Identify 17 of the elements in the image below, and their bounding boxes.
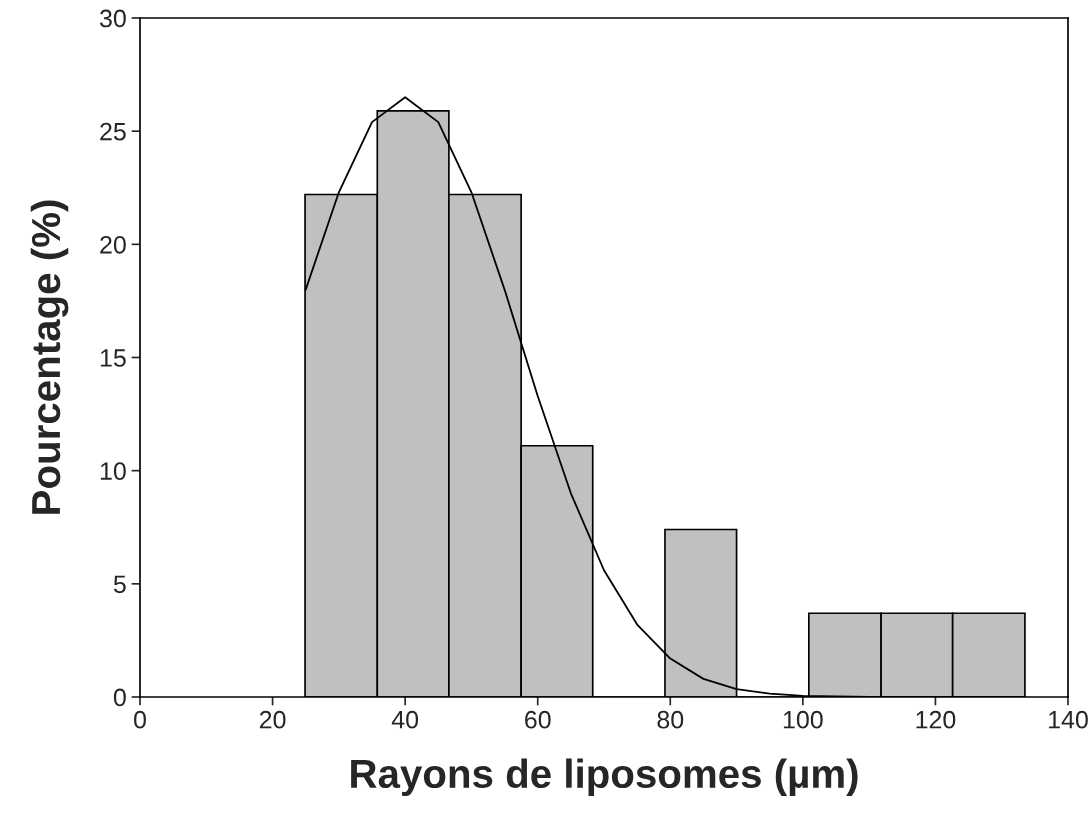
x-tick-label: 80 <box>657 710 684 729</box>
y-tick-label: 10 <box>100 462 126 480</box>
y-tick-label: 30 <box>99 9 126 28</box>
x-tick-label: 0 <box>134 710 146 729</box>
y-tick-label: 15 <box>100 349 126 367</box>
x-tick-label: 60 <box>525 710 551 729</box>
x-tick-label: 140 <box>1049 710 1088 729</box>
y-tick-label: 5 <box>113 575 126 594</box>
x-tick-label: 100 <box>783 710 823 729</box>
x-tick-label: 40 <box>391 710 419 729</box>
x-axis-title: Rayons de liposomes (µm) <box>351 758 858 797</box>
y-tick-label: 25 <box>100 122 126 141</box>
y-tick-label: 0 <box>113 688 126 707</box>
x-tick-label: 20 <box>259 710 286 729</box>
y-tick-label: 20 <box>100 235 126 254</box>
y-axis-title: Pourcentage (%) <box>30 200 69 514</box>
x-tick-label: 120 <box>916 710 956 729</box>
